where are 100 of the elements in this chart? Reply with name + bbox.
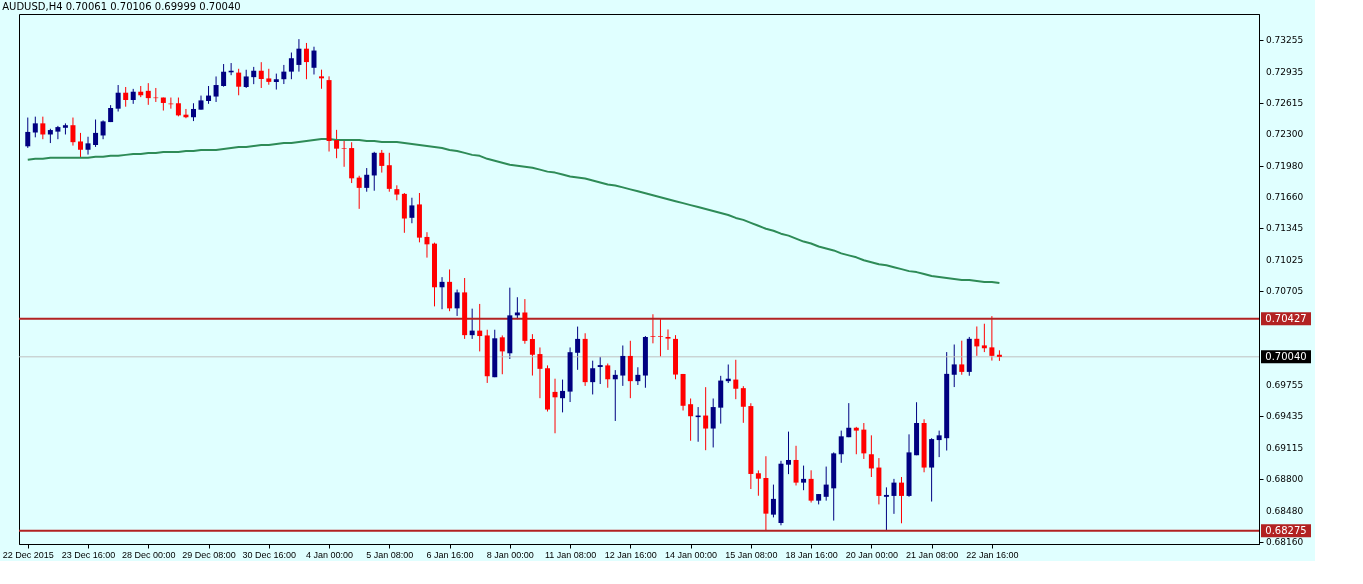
x-tick-label: 15 Jan 08:00 [725, 549, 778, 560]
ref-line-label: 0.70040 [1265, 350, 1307, 362]
candlestick [951, 344, 957, 388]
candlestick [838, 430, 844, 464]
chart-title: AUDUSD,H4 0.70061 0.70106 0.69999 0.70040 [2, 1, 241, 12]
candlestick [364, 167, 370, 193]
candlestick [281, 64, 287, 85]
y-tick-label: 0.72300 [1266, 129, 1304, 140]
candlestick [733, 359, 739, 400]
y-tick-label: 0.70705 [1266, 286, 1304, 297]
candlestick [477, 303, 483, 352]
candlestick [356, 175, 362, 210]
y-tick-label: 0.68480 [1266, 505, 1304, 516]
ref-line-label: 0.70427 [1265, 312, 1307, 324]
candlestick [40, 116, 46, 140]
candlestick [296, 38, 302, 73]
candlestick [311, 46, 317, 75]
candlestick [605, 363, 611, 389]
candlestick [786, 431, 792, 475]
candlestick [981, 323, 987, 353]
candlestick [899, 476, 904, 524]
candlestick [258, 61, 264, 89]
candlestick [213, 75, 219, 103]
x-tick-label: 4 Jan 00:00 [306, 549, 354, 560]
y-tick-label: 0.73255 [1266, 35, 1304, 46]
candlestick [529, 333, 535, 377]
x-tick-label: 29 Dec 08:00 [182, 549, 236, 560]
y-tick-label: 0.71025 [1266, 254, 1304, 265]
candlestick [439, 276, 445, 310]
x-tick-label: 6 Jan 16:00 [426, 549, 474, 560]
candlestick [25, 117, 31, 149]
ref-line-label: 0.68275 [1265, 524, 1307, 536]
candlestick [221, 63, 227, 88]
candlestick [846, 402, 852, 438]
candlestick [560, 379, 566, 413]
candlestick [974, 325, 980, 357]
line-series [26, 138, 1001, 284]
candlestick [801, 465, 807, 491]
candlestick [650, 313, 656, 344]
candlestick [319, 69, 325, 90]
x-tick-label: 22 Jan 16:00 [966, 549, 1019, 560]
x-tick-label: 11 Jan 08:00 [544, 549, 597, 560]
x-tick-label: 8 Jan 00:00 [486, 549, 534, 560]
candlestick [755, 469, 761, 497]
candlestick [657, 318, 663, 358]
candlestick [688, 398, 694, 442]
candlestick [341, 138, 347, 168]
candlestick [552, 378, 558, 434]
candlestick [424, 231, 430, 259]
candlestick [145, 82, 151, 106]
candlestick [989, 315, 995, 362]
candlestick [303, 42, 309, 80]
y-tick-label: 0.69435 [1266, 411, 1304, 422]
x-tick-label: 5 Jan 08:00 [366, 549, 414, 560]
candlestick [808, 469, 814, 504]
candlestick [85, 136, 91, 156]
y-tick-label: 0.72615 [1266, 98, 1304, 109]
candlestick [288, 52, 294, 80]
candlestick [868, 434, 874, 478]
candlestick [379, 149, 385, 174]
candlestick [823, 466, 829, 502]
y-tick-label: 0.71345 [1266, 223, 1304, 234]
candlestick [175, 97, 181, 117]
candlestick [123, 86, 129, 108]
x-tick-label: 18 Jan 16:00 [785, 549, 838, 560]
candlestick [770, 484, 776, 518]
y-tick-label: 0.69755 [1266, 379, 1304, 390]
x-tick-label: 14 Jan 00:00 [665, 549, 718, 560]
y-tick-label: 0.69115 [1266, 442, 1304, 453]
candlestick [891, 478, 897, 515]
x-tick-label: 12 Jan 16:00 [604, 549, 657, 560]
candlestick [612, 369, 618, 422]
candlestick [590, 360, 596, 395]
candlestick [597, 356, 603, 385]
candlestick [236, 68, 242, 96]
candlestick [371, 151, 377, 192]
y-tick-label: 0.71660 [1266, 192, 1304, 203]
candlestick [959, 340, 965, 376]
candlestick [55, 125, 61, 140]
y-tick-label: 0.72935 [1266, 66, 1304, 77]
candlestick [454, 289, 460, 317]
candlestick [853, 426, 859, 455]
x-tick-label: 21 Jan 08:00 [906, 549, 959, 560]
candlestick [665, 328, 671, 351]
candlestick [334, 129, 340, 159]
candlestick [32, 116, 38, 138]
candlestick [514, 296, 520, 320]
candlestick [243, 69, 249, 89]
candlestick [635, 366, 641, 386]
y-tick-label: 0.68160 [1266, 537, 1304, 548]
candlestick [409, 197, 415, 224]
candlestick [740, 385, 746, 424]
candlestick [70, 117, 76, 147]
candlestick [793, 445, 799, 486]
candlestick [499, 334, 505, 375]
x-tick-label: 22 Dec 2015 [2, 549, 54, 560]
y-tick-label: 0.71980 [1266, 160, 1304, 171]
candlestick [386, 152, 392, 193]
candlestick [936, 430, 942, 458]
x-tick-label: 30 Dec 16:00 [242, 549, 297, 560]
